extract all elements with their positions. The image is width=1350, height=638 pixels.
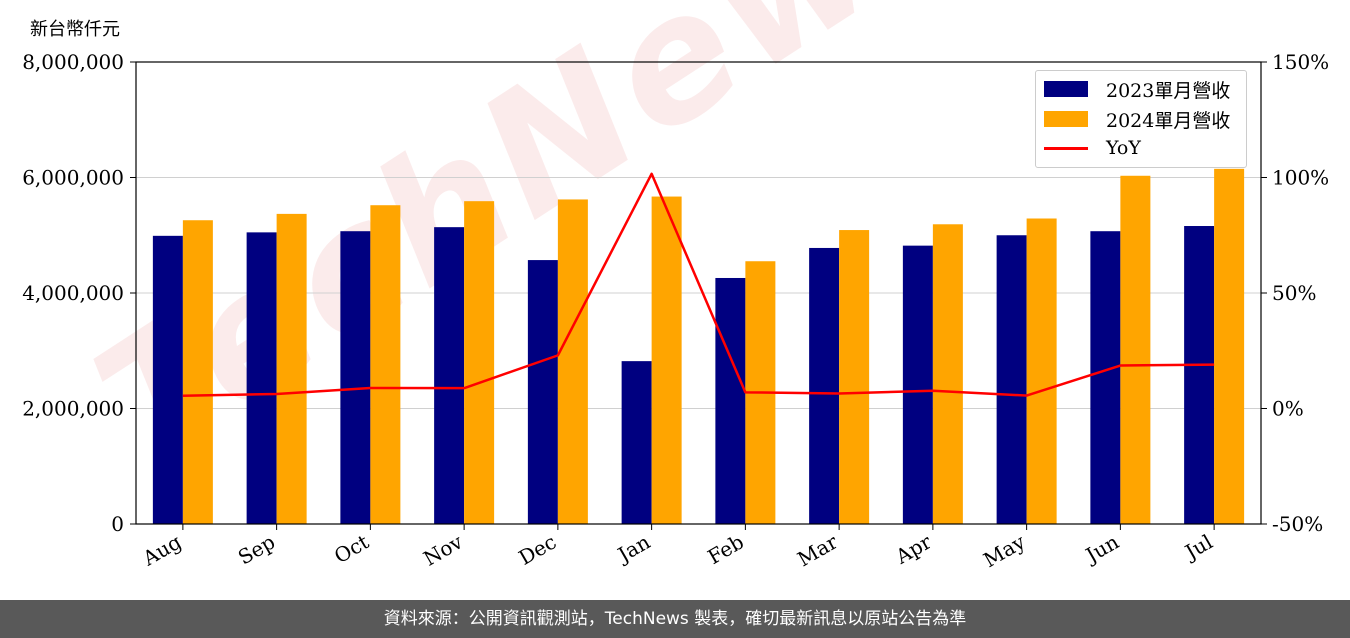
bar-2023: [902, 245, 933, 524]
bar-2024: [1120, 175, 1151, 524]
bar-2023: [715, 277, 746, 524]
y-right-tick-label: 100%: [1272, 166, 1329, 190]
x-tick-label: Mar: [793, 529, 842, 571]
bar-2024: [1214, 168, 1245, 524]
bar-2023: [152, 235, 183, 524]
x-tick-label: Aug: [138, 529, 186, 570]
bar-2023: [1184, 226, 1215, 524]
bar-2023: [340, 231, 371, 524]
x-tick-label: Apr: [891, 529, 936, 569]
y-axis-unit-label: 新台幣仟元: [30, 19, 120, 40]
x-tick-label: Feb: [703, 530, 747, 569]
bar-2024: [1026, 218, 1057, 524]
legend-swatch-2024: [1044, 111, 1088, 127]
x-tick-label: Jun: [1080, 529, 1123, 568]
y-left-tick-label: 8,000,000: [22, 50, 124, 74]
bar-2024: [182, 220, 213, 525]
legend-item-2024: 2024單月營收: [1044, 105, 1230, 133]
legend-line-yoy: [1044, 146, 1088, 150]
bar-2024: [276, 213, 307, 524]
y-left-tick-label: 0: [111, 512, 124, 536]
bar-2023: [434, 227, 465, 525]
legend-item-yoy: YoY: [1044, 134, 1141, 162]
bar-2024: [932, 224, 963, 524]
x-tick-label: Jan: [612, 529, 654, 567]
bar-2023: [246, 232, 277, 525]
legend-swatch-2023: [1044, 81, 1088, 97]
bar-2023: [621, 361, 652, 524]
y-right-tick-label: 150%: [1272, 50, 1329, 74]
x-tick-label: Oct: [330, 530, 373, 569]
bar-2024: [557, 199, 588, 524]
yoy-series-line: [182, 172, 1215, 398]
x-tick-label: Sep: [234, 530, 279, 570]
legend-label-2023: 2023單月營收: [1106, 79, 1231, 102]
legend-label-yoy: YoY: [1106, 137, 1141, 159]
chart: TechNews 02,000,0004,000,0006,000,0008,0…: [22, 0, 1329, 572]
bars: [152, 168, 1245, 525]
y-left-tick-label: 2,000,000: [22, 397, 124, 421]
x-tick-label: Nov: [419, 529, 467, 571]
source-footer: 資料來源：公開資訊觀測站，TechNews 製表，確切最新訊息以原站公告為準: [0, 600, 1350, 638]
y-right-tick-label: 0%: [1272, 397, 1304, 421]
legend-item-2023: 2023單月營收: [1044, 75, 1230, 103]
bar-2023: [996, 235, 1027, 524]
x-tick-label: Jul: [1179, 530, 1216, 565]
y-right-tick-label: 50%: [1272, 281, 1316, 305]
x-tick-label: Dec: [515, 530, 561, 570]
grid-lines: [136, 177, 1261, 409]
legend: 2023單月營收 2024單月營收 YoY: [1035, 70, 1247, 168]
legend-label-2024: 2024單月營收: [1106, 109, 1231, 132]
y-left-tick-label: 4,000,000: [22, 281, 124, 305]
y-right-tick-label: -50%: [1272, 512, 1323, 536]
bar-2024: [839, 230, 870, 525]
bar-2023: [1090, 231, 1121, 524]
bar-2024: [370, 205, 401, 524]
x-tick-label: May: [979, 529, 1029, 572]
bar-2024: [651, 196, 682, 524]
bar-2023: [527, 260, 558, 524]
y-left-tick-label: 6,000,000: [22, 166, 124, 190]
bar-2024: [464, 201, 495, 525]
yoy-line: [182, 172, 1215, 398]
bar-2023: [809, 247, 840, 524]
